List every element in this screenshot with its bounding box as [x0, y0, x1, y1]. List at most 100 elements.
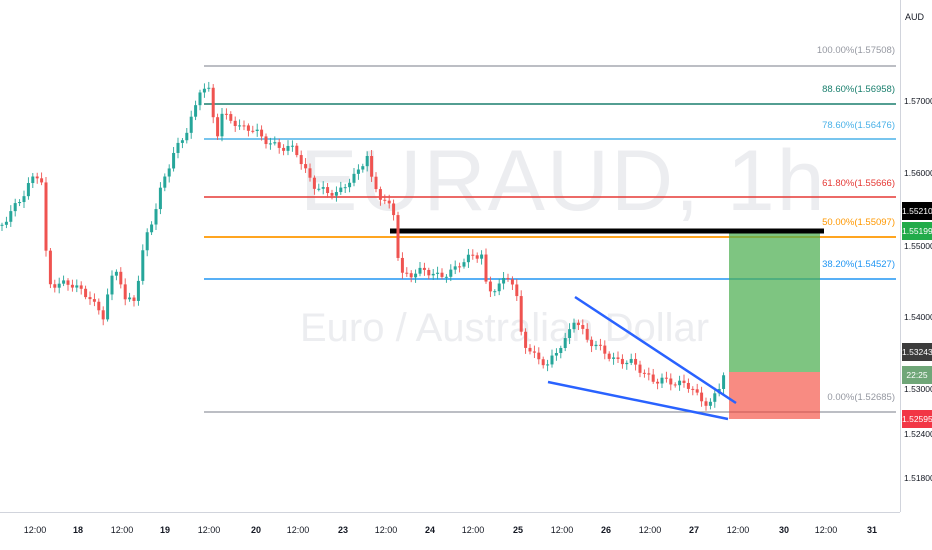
candle-body [466, 254, 470, 263]
candle-body [62, 280, 66, 284]
candle-body [607, 353, 611, 359]
candle-body [462, 262, 466, 267]
time-tick: 18 [72, 525, 84, 535]
candle-body [31, 176, 35, 184]
candle-body [488, 281, 492, 292]
price-tick: 1.54000 [904, 312, 932, 322]
candle-body [158, 187, 162, 210]
candle-body [84, 288, 88, 298]
candle-body [304, 164, 308, 169]
candle-body [572, 322, 576, 330]
time-tick: 30 [778, 525, 790, 535]
candle-body [497, 283, 501, 292]
candle-body [4, 221, 8, 225]
candle-body [405, 272, 409, 274]
candle-body [26, 183, 30, 197]
candle-body [563, 338, 567, 349]
time-axis[interactable]: 12:00 18 12:00 19 12:00 20 12:00 23 12:00 24 12:00… [0, 512, 900, 550]
price-tick: 1.56000 [904, 168, 932, 178]
candle-body [251, 130, 255, 132]
candle-body [431, 273, 435, 276]
candles-group [0, 81, 726, 411]
candle-body [541, 359, 545, 366]
time-tick: 12:00 [461, 525, 485, 535]
candle-body [510, 279, 514, 285]
price-axis[interactable]: AUD 1.57000 1.56000 1.55000 1.54000 1.53… [900, 0, 932, 512]
time-tick: 12:00 [286, 525, 310, 535]
candle-body [506, 277, 510, 280]
candle-body [79, 285, 83, 289]
chart-pane[interactable]: EURAUD, 1h Euro / Australian Dollar 100.… [0, 0, 900, 512]
candle-body [339, 187, 343, 193]
candle-body [700, 392, 704, 402]
candle-body [634, 358, 638, 365]
candle-body [361, 166, 365, 170]
candle-body [559, 348, 563, 354]
candle-body [576, 322, 580, 326]
candle-body [202, 88, 206, 93]
candle-body [585, 328, 589, 340]
candle-body [704, 401, 708, 406]
candle-body [387, 200, 391, 204]
candle-body [277, 142, 281, 148]
fib-label-382: 38.20%(1.54527) [822, 259, 895, 270]
candle-body [308, 168, 312, 178]
candle-body [620, 358, 624, 365]
candle-body [550, 355, 554, 365]
candle-body [0, 224, 4, 226]
candle-body [378, 189, 382, 200]
candle-body [422, 267, 426, 270]
candle-body [13, 203, 17, 212]
target-price-tag: 1.55199 [902, 222, 932, 240]
candle-body [616, 357, 620, 359]
time-tick: 12:00 [726, 525, 750, 535]
candle-body [224, 113, 228, 115]
candle-body [352, 173, 356, 183]
time-tick: 20 [250, 525, 262, 535]
candle-body [207, 87, 211, 89]
candle-body [326, 187, 330, 194]
candle-body [290, 145, 294, 147]
time-tick: 12:00 [197, 525, 221, 535]
time-tick: 12:00 [638, 525, 662, 535]
candle-body [414, 273, 418, 278]
candle-body [409, 273, 413, 278]
black-level-price-tag: 1.55210 [902, 202, 932, 220]
candle-body [348, 182, 352, 188]
fib-label-786: 78.60%(1.56476) [822, 120, 895, 131]
candle-body [185, 132, 189, 141]
price-tick: 1.51800 [904, 473, 932, 483]
candle-body [66, 280, 70, 285]
candle-body [92, 299, 96, 302]
price-tick: 1.55000 [904, 241, 932, 251]
candle-body [444, 276, 448, 278]
price-tick: 1.57000 [904, 96, 932, 106]
candle-body [400, 257, 404, 273]
candle-body [255, 129, 259, 131]
time-tick: 19 [159, 525, 171, 535]
wedge-upper-line [574, 295, 737, 405]
candle-body [418, 267, 422, 274]
candle-body [554, 353, 558, 356]
price-tick: 1.53000 [904, 384, 932, 394]
candle-body [515, 284, 519, 297]
candle-body [238, 125, 242, 127]
candle-body [106, 294, 110, 320]
candle-body [282, 147, 286, 151]
candle-body [669, 378, 673, 385]
candle-body [286, 145, 290, 151]
chart-canvas [0, 65, 896, 421]
candle-body [321, 187, 325, 189]
candle-body [163, 176, 167, 188]
candle-body [625, 362, 629, 365]
candle-body [598, 344, 602, 346]
candle-body [176, 142, 180, 153]
candle-body [299, 155, 303, 165]
candle-body [53, 284, 57, 288]
candle-body [594, 344, 598, 347]
candle-body [524, 331, 528, 348]
price-tick: 1.52400 [904, 429, 932, 439]
time-tick: 12:00 [23, 525, 47, 535]
candle-body [114, 271, 118, 276]
